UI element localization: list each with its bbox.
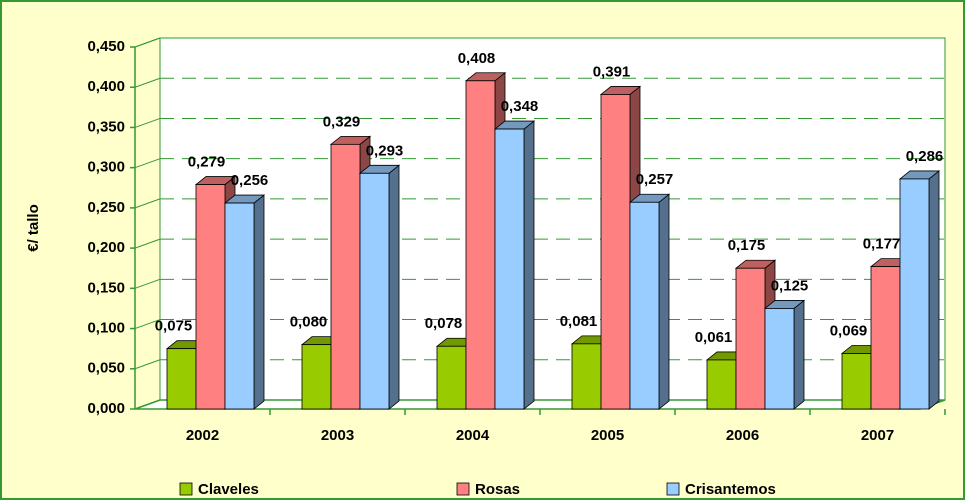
bar-front	[166, 348, 197, 410]
bar-front	[195, 184, 226, 410]
y-tick-label: 0,150	[87, 279, 125, 296]
y-tick-label: 0,300	[87, 159, 125, 176]
grid-line-side	[134, 238, 161, 249]
grid-line-side	[134, 399, 161, 410]
y-tick-label: 0,050	[87, 360, 125, 377]
bar	[358, 164, 401, 410]
y-axis-label: €/ tallo	[25, 204, 42, 252]
bar-front	[899, 178, 930, 410]
data-label: 0,075	[155, 318, 193, 335]
bar-front	[465, 80, 496, 410]
legend-label: Rosas	[475, 481, 520, 498]
bar	[898, 170, 941, 410]
x-tick-label: 2003	[321, 427, 354, 444]
y-tick-label: 0,250	[87, 199, 125, 216]
data-label: 0,061	[695, 329, 733, 346]
grid-line-side	[134, 198, 161, 209]
back-wall	[159, 37, 946, 401]
data-label: 0,177	[863, 236, 901, 253]
bar-front	[330, 143, 361, 410]
bar-front	[870, 266, 901, 410]
x-tick-label: 2004	[456, 427, 490, 444]
y-tick-label: 0,200	[87, 239, 125, 256]
legend-label: Crisantemos	[685, 481, 776, 498]
bar-side	[928, 170, 940, 410]
grid-line-side	[134, 319, 161, 330]
data-label: 0,125	[771, 277, 809, 294]
bar	[493, 120, 536, 410]
x-tick-label: 2007	[861, 427, 894, 444]
bar-front	[301, 344, 332, 410]
data-label: 0,069	[830, 322, 868, 339]
bar	[628, 193, 671, 410]
grid-line-side	[134, 37, 161, 48]
bar-front	[735, 267, 766, 410]
grid-line-side	[134, 158, 161, 169]
bar-front	[494, 128, 525, 410]
y-tick-label: 0,400	[87, 78, 125, 95]
y-tick-label: 0,100	[87, 320, 125, 337]
bar	[763, 299, 806, 410]
data-label: 0,329	[323, 113, 361, 130]
bar-front	[600, 94, 631, 410]
legend-swatch	[456, 482, 470, 496]
grid-line-side	[134, 278, 161, 289]
y-tick-label: 0,350	[87, 118, 125, 135]
data-label: 0,256	[231, 172, 269, 189]
bar-side	[388, 164, 400, 410]
y-tick-label: 0,000	[87, 400, 125, 417]
data-label: 0,293	[366, 142, 404, 159]
bar-front	[224, 202, 255, 410]
grid-line-side	[134, 117, 161, 128]
grid-line-side	[134, 359, 161, 370]
data-label: 0,081	[560, 313, 598, 330]
legend-label: Claveles	[198, 481, 259, 498]
legend-swatch	[666, 482, 680, 496]
bar	[223, 194, 266, 410]
data-label: 0,391	[593, 63, 631, 80]
bar-side	[793, 299, 805, 410]
data-label: 0,078	[425, 315, 463, 332]
x-tick-label: 2002	[186, 427, 219, 444]
data-label: 0,279	[188, 154, 226, 171]
bar-front	[764, 308, 795, 410]
legend-swatch	[179, 482, 193, 496]
bar-front	[706, 359, 737, 410]
bar-side	[253, 194, 265, 410]
data-label: 0,286	[906, 148, 944, 165]
bar-front	[629, 201, 660, 410]
bar-front	[571, 343, 602, 410]
bar-side	[658, 193, 670, 410]
data-label: 0,257	[636, 171, 674, 188]
x-tick-label: 2006	[726, 427, 759, 444]
y-tick-label: 0,450	[87, 38, 125, 55]
data-label: 0,408	[458, 50, 496, 67]
bar-front	[359, 172, 390, 410]
bar-front	[436, 345, 467, 410]
bar-side	[523, 120, 535, 410]
bar-front	[841, 353, 872, 410]
grid-line-side	[134, 77, 161, 88]
data-label: 0,348	[501, 98, 539, 115]
data-label: 0,175	[728, 237, 766, 254]
data-label: 0,080	[290, 314, 328, 331]
x-tick-label: 2005	[591, 427, 624, 444]
